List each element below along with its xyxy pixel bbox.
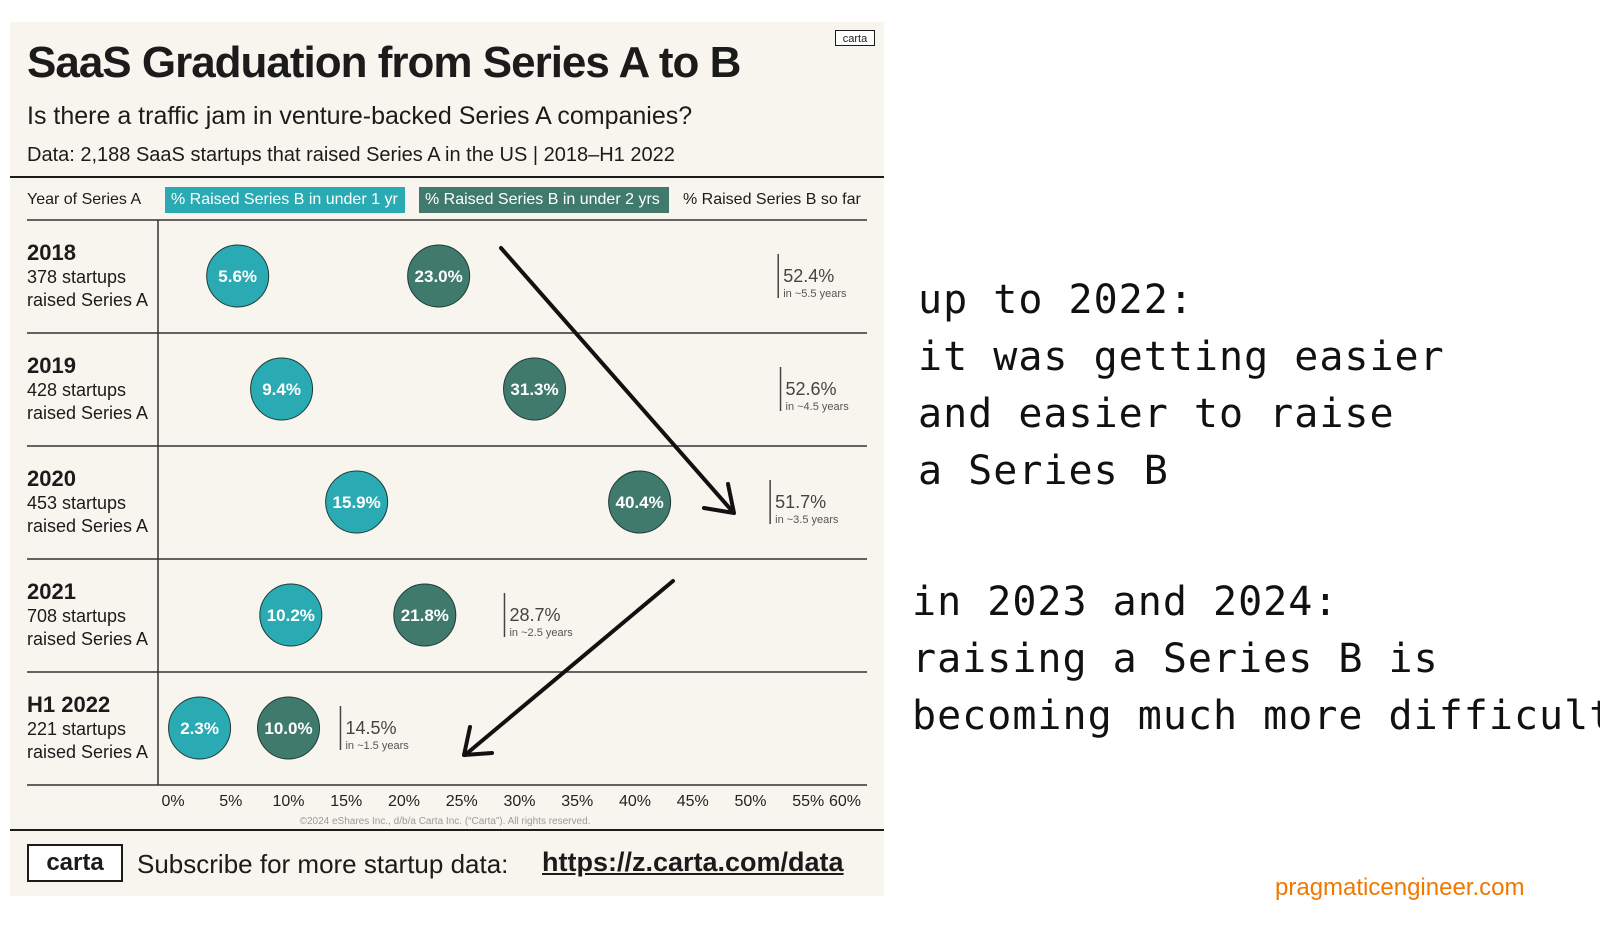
footer-data-link[interactable]: https://z.carta.com/data (542, 847, 844, 877)
bubble-under-2yr (503, 357, 567, 421)
row-raised-text: raised Series A (27, 629, 149, 649)
so-far-value: 14.5% (345, 718, 396, 738)
bubble-label: 31.3% (510, 380, 558, 399)
x-tick-label: 40% (619, 793, 651, 810)
row-startups-count: 453 startups (27, 493, 127, 513)
handwritten-note-easier: up to 2022: it was getting easier and ea… (918, 277, 1445, 494)
arrow-down-right-line (499, 246, 735, 514)
x-tick-label: 45% (677, 793, 709, 810)
bubble-chart: 0% 5% 10% 15% 20% 25% 30% 35% 40% 45% 50% 55% 60% 5.6… (27, 219, 867, 810)
row-startups-count: 428 startups (27, 380, 127, 400)
legend-so-far: % Raised Series B so far (683, 191, 861, 208)
x-tick-label: 25% (446, 793, 478, 810)
x-tick-label: 60% (829, 793, 861, 810)
row-year: 2020 (27, 466, 76, 491)
bubble-under-2yr (393, 583, 457, 647)
footer-rule (10, 829, 884, 831)
bubble-under-1yr (325, 470, 389, 534)
so-far-value: 52.6% (786, 379, 837, 399)
bubble-label: 2.3% (180, 719, 219, 738)
chart-title: SaaS Graduation from Series A to B (27, 38, 741, 87)
row-year: H1 2022 (27, 692, 111, 717)
header-rule (10, 176, 884, 178)
arrow-down-right-head (702, 482, 736, 515)
so-far-note: in ~1.5 years (345, 740, 409, 752)
legend-under-2yrs: % Raised Series B in under 2 yrs (419, 187, 669, 213)
row-label: 2021 708 startups raised Series A (27, 579, 148, 651)
so-far-note: in ~2.5 years (509, 627, 573, 639)
watermark-pragmaticengineer: pragmaticengineer.com (1275, 874, 1525, 901)
row-startups-count: 378 startups (27, 267, 127, 287)
x-tick-label: 10% (272, 793, 304, 810)
x-tick-label: 20% (388, 793, 420, 810)
row-year: 2019 (27, 353, 76, 378)
chart-subtitle: Is there a traffic jam in venture-backed… (27, 102, 693, 130)
so-far-value: 52.4% (783, 266, 834, 286)
x-tick-label: 55% (792, 793, 824, 810)
bubble-label: 40.4% (616, 493, 664, 512)
bubble-label: 10.0% (264, 719, 312, 738)
so-far-note: in ~5.5 years (783, 288, 847, 300)
row-raised-text: raised Series A (27, 516, 149, 536)
bubble-under-1yr (168, 696, 232, 760)
x-tick-label: 30% (503, 793, 535, 810)
data-source-line: Data: 2,188 SaaS startups that raised Se… (27, 144, 675, 166)
bubble-label: 23.0% (415, 267, 463, 286)
bubble-label: 15.9% (333, 493, 381, 512)
row-label: 2020 453 startups raised Series A (27, 466, 148, 538)
header-year-of-series-a: Year of Series A (27, 191, 142, 208)
row-label: H1 2022 221 startups raised Series A (27, 692, 148, 764)
infographic-card (10, 22, 884, 896)
bubble-label: 21.8% (401, 606, 449, 625)
carta-logo: carta (27, 844, 123, 882)
row-year: 2021 (27, 579, 76, 604)
row-startups-count: 221 startups (27, 719, 127, 739)
bubble-label: 9.4% (262, 380, 301, 399)
copyright-notice: ©2024 eShares Inc., d/b/a Carta Inc. (“C… (299, 816, 591, 827)
x-tick-label: 15% (330, 793, 362, 810)
arrow-down-left-head (462, 725, 494, 757)
bubble-under-2yr (407, 244, 471, 308)
row-startups-count: 708 startups (27, 606, 127, 626)
bubble-under-1yr (259, 583, 323, 647)
bubble-under-1yr (250, 357, 314, 421)
bubble-label: 10.2% (267, 606, 315, 625)
bubble-label: 5.6% (218, 267, 257, 286)
so-far-value: 28.7% (509, 605, 560, 625)
so-far-note: in ~4.5 years (786, 401, 850, 413)
x-tick-label: 5% (219, 793, 242, 810)
carta-logo-small: carta (835, 30, 875, 46)
row-year: 2018 (27, 240, 76, 265)
handwritten-note-difficult: in 2023 and 2024: raising a Series B is … (912, 579, 1600, 739)
row-raised-text: raised Series A (27, 742, 149, 762)
row-raised-text: raised Series A (27, 290, 149, 310)
row-raised-text: raised Series A (27, 403, 149, 423)
bubble-under-1yr (206, 244, 270, 308)
bubble-under-2yr (257, 696, 320, 760)
arrow-down-left-line (463, 579, 675, 757)
x-tick-label: 35% (561, 793, 593, 810)
so-far-note: in ~3.5 years (775, 514, 839, 526)
x-tick-label: 50% (734, 793, 766, 810)
so-far-value: 51.7% (775, 492, 826, 512)
footer-subscribe-text: Subscribe for more startup data: (137, 849, 509, 879)
bubble-under-2yr (608, 470, 672, 534)
x-tick-label: 0% (161, 793, 184, 810)
row-label: 2018 378 startups raised Series A (27, 240, 148, 312)
legend-under-1yr: % Raised Series B in under 1 yr (165, 187, 405, 213)
row-label: 2019 428 startups raised Series A (27, 353, 148, 425)
